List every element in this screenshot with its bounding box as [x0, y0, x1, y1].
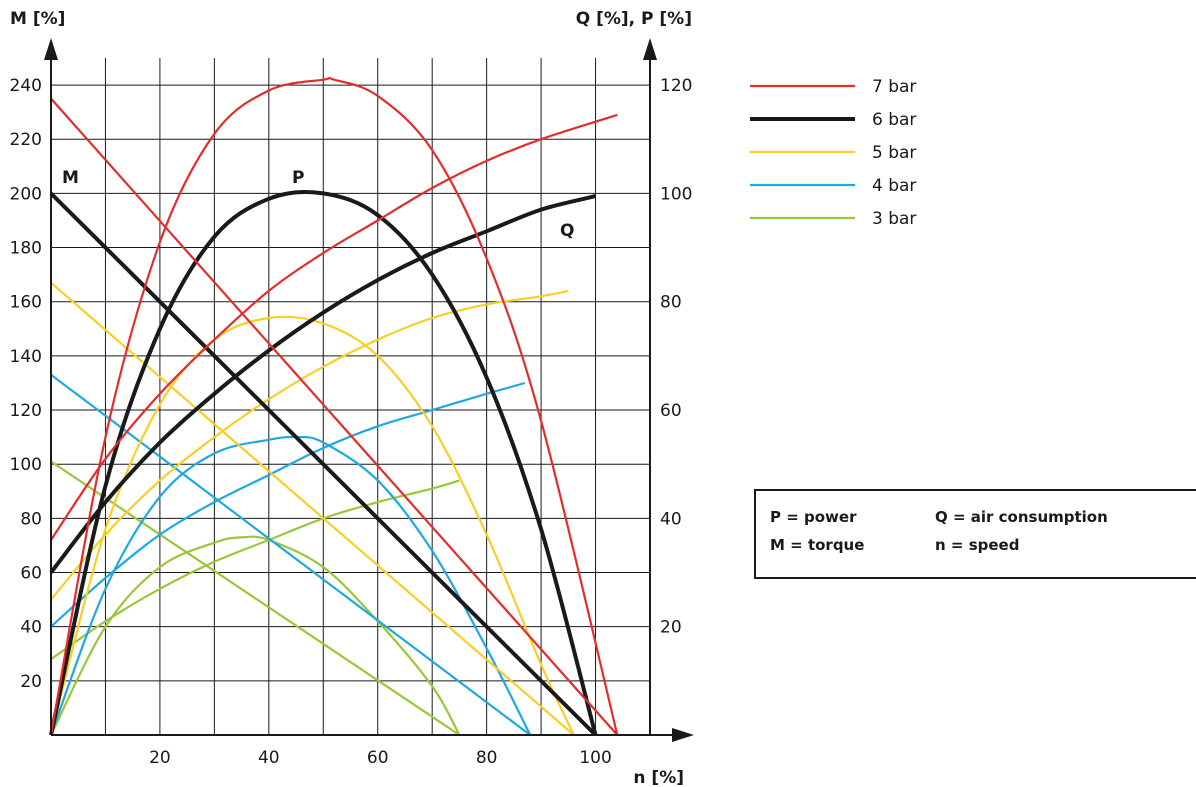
air-consumption-line-4-bar [50, 381, 526, 628]
notes-box: P = power Q = air consumption M = torque… [754, 489, 1196, 579]
y-left-tick-label: 100 [10, 455, 42, 475]
power-line-3-bar [50, 535, 461, 736]
torque-line-4-bar [50, 373, 531, 736]
note-power: P = power [770, 508, 857, 526]
y-right-tick-label: 100 [660, 184, 692, 204]
grid [51, 58, 650, 735]
curve-label-q: Q [560, 221, 574, 241]
y-left-tick-label: 220 [10, 130, 42, 150]
x-tick-label: 100 [579, 748, 611, 768]
y-right-axis-title: Q [%], P [%] [576, 9, 692, 29]
y-axis-left-arrow [44, 38, 58, 60]
y-left-tick-label: 40 [20, 618, 42, 638]
torque-line-7-bar [50, 97, 619, 736]
y-left-tick-label: 200 [10, 184, 42, 204]
y-right-tick-label: 40 [660, 509, 682, 529]
tick-labels: 20 40 60 80 100 120 140 160 180 200 220 240 20 40 60 80… [10, 76, 693, 768]
legend-label-3-bar: 3 bar [872, 209, 916, 229]
y-right-tick-label: 60 [660, 401, 682, 421]
legend-label-5-bar: 5 bar [872, 143, 916, 163]
y-right-tick-label: 120 [660, 76, 692, 96]
y-left-tick-label: 80 [20, 509, 42, 529]
y-axis-right-arrow [643, 38, 657, 60]
x-tick-label: 40 [258, 748, 280, 768]
legend: 7 bar 6 bar 5 bar 4 bar 3 bar [750, 77, 916, 229]
power-line-5-bar [49, 315, 575, 736]
legend-label-4-bar: 4 bar [872, 176, 916, 196]
legend-label-7-bar: 7 bar [872, 77, 916, 97]
torque-line-6-bar [49, 191, 597, 737]
y-left-tick-label: 180 [10, 239, 42, 259]
y-left-tick-label: 160 [10, 293, 42, 313]
legend-label-6-bar: 6 bar [872, 110, 916, 130]
air-consumption-line-6-bar [49, 194, 596, 574]
air-consumption-line-5-bar [50, 289, 569, 601]
note-speed: n = speed [935, 536, 1019, 554]
y-right-tick-label: 20 [660, 618, 682, 638]
note-torque: M = torque [770, 536, 864, 554]
torque-line-3-bar [50, 460, 461, 736]
note-air-consumption: Q = air consumption [935, 508, 1108, 526]
y-left-tick-label: 20 [20, 672, 42, 692]
y-left-tick-label: 140 [10, 347, 42, 367]
x-tick-label: 60 [367, 748, 389, 768]
power-line-6-bar [49, 190, 598, 736]
curve-label-p: P [292, 168, 304, 188]
notes-border [754, 489, 1196, 579]
x-tick-label: 20 [149, 748, 171, 768]
y-right-tick-label: 80 [660, 293, 682, 313]
power-line-7-bar [49, 76, 619, 736]
x-axis-arrow [672, 728, 694, 742]
y-left-axis-title: M [%] [10, 9, 65, 29]
y-left-tick-label: 60 [20, 564, 42, 584]
air-consumption-line-7-bar [50, 113, 618, 541]
torque-line-5-bar [50, 281, 575, 736]
curves [49, 76, 619, 737]
axes [44, 38, 694, 742]
x-tick-label: 80 [476, 748, 498, 768]
y-left-tick-label: 120 [10, 401, 42, 421]
curve-label-m: M [62, 168, 79, 188]
x-axis-title: n [%] [633, 768, 684, 787]
y-left-tick-label: 240 [10, 76, 42, 96]
